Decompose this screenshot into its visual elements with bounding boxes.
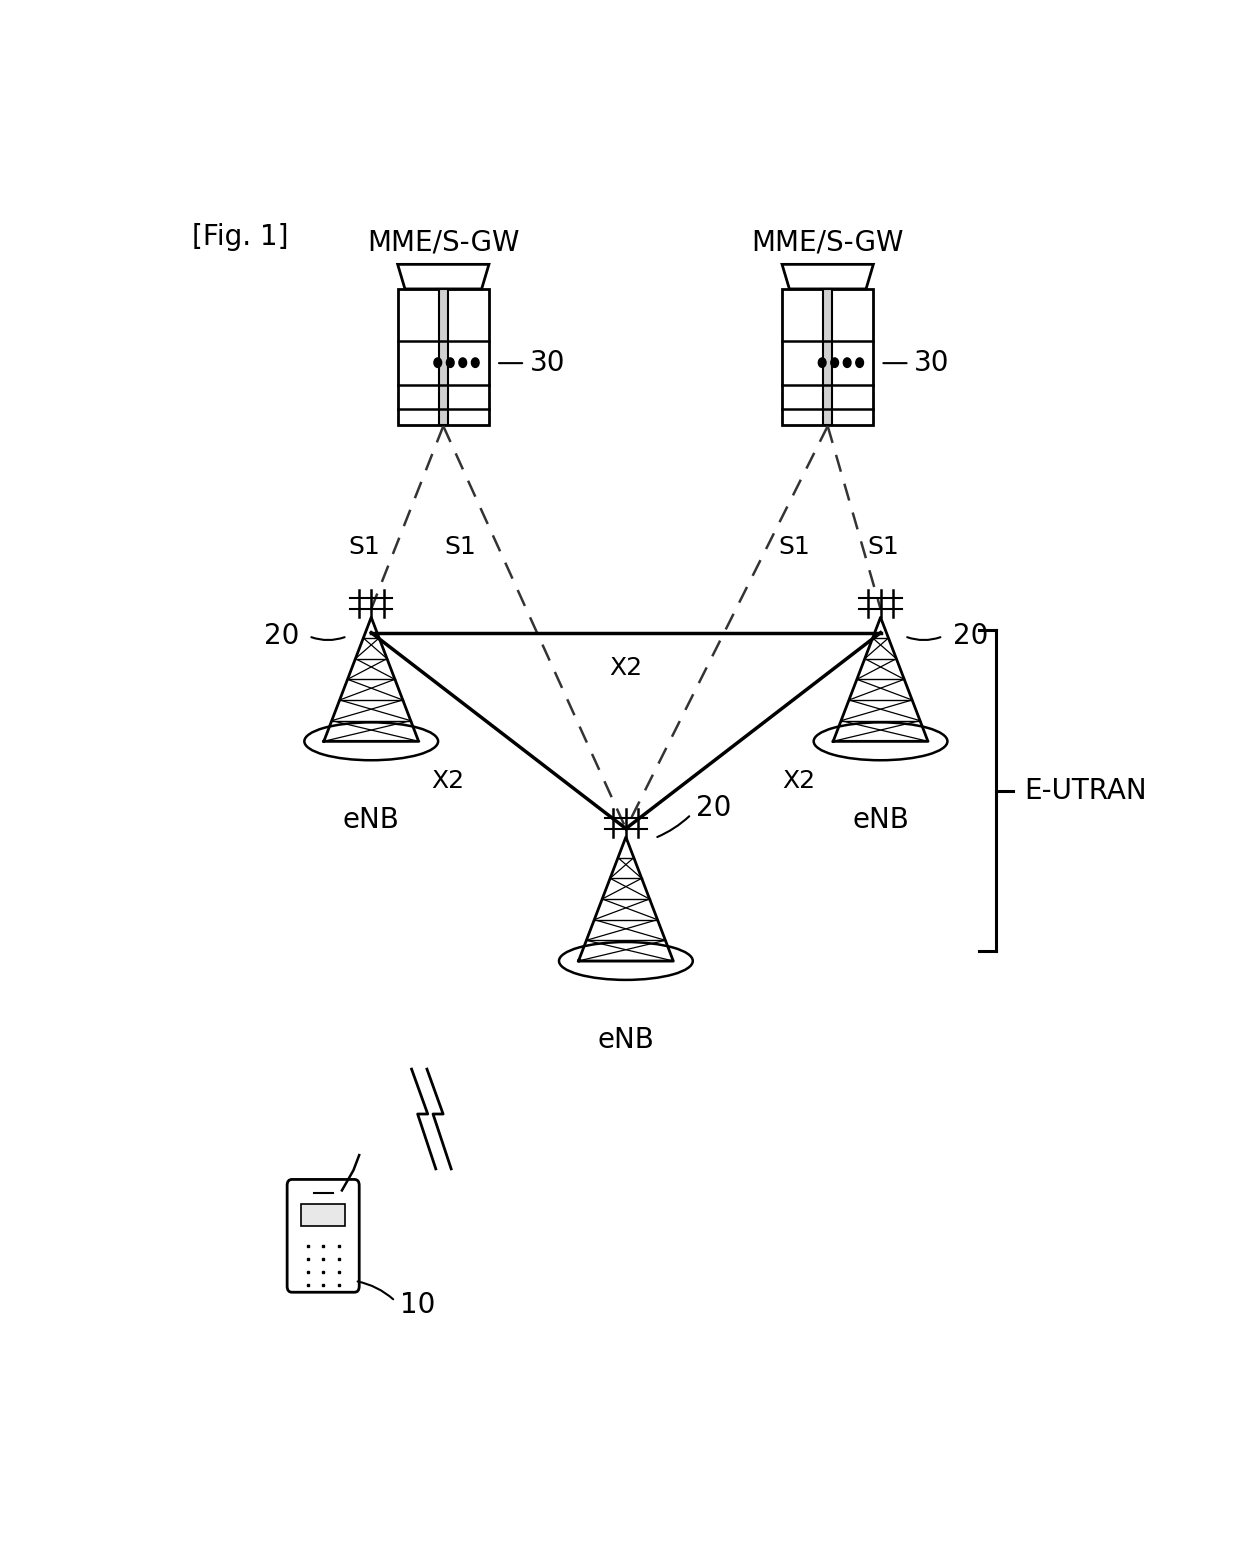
Text: MME/S-GW: MME/S-GW [367, 228, 520, 256]
Polygon shape [439, 288, 448, 426]
Polygon shape [823, 288, 832, 426]
Polygon shape [398, 288, 489, 426]
Text: 20: 20 [264, 623, 299, 651]
Text: X2: X2 [609, 657, 642, 680]
FancyBboxPatch shape [301, 1204, 345, 1226]
Text: eNB: eNB [598, 1025, 655, 1053]
Polygon shape [782, 288, 873, 426]
Text: 30: 30 [914, 348, 950, 378]
Text: S1: S1 [445, 535, 476, 560]
Text: X2: X2 [432, 769, 465, 793]
Text: S1: S1 [348, 535, 381, 560]
Text: MME/S-GW: MME/S-GW [751, 228, 904, 256]
Text: [Fig. 1]: [Fig. 1] [191, 224, 288, 251]
Circle shape [818, 358, 826, 367]
Text: eNB: eNB [852, 806, 909, 834]
Circle shape [434, 358, 441, 367]
Text: S1: S1 [868, 535, 899, 560]
Circle shape [471, 358, 479, 367]
Text: E-UTRAN: E-UTRAN [1024, 777, 1147, 805]
Text: 10: 10 [401, 1291, 435, 1318]
Circle shape [856, 358, 863, 367]
Polygon shape [398, 264, 489, 288]
Text: 20: 20 [696, 794, 732, 822]
Text: 30: 30 [529, 348, 565, 378]
Text: X2: X2 [782, 769, 816, 793]
Text: eNB: eNB [342, 806, 399, 834]
Circle shape [843, 358, 851, 367]
Circle shape [446, 358, 454, 367]
Text: 20: 20 [952, 623, 988, 651]
Polygon shape [782, 264, 873, 288]
FancyBboxPatch shape [288, 1180, 360, 1292]
Text: S1: S1 [779, 535, 810, 560]
Circle shape [831, 358, 838, 367]
Circle shape [459, 358, 466, 367]
